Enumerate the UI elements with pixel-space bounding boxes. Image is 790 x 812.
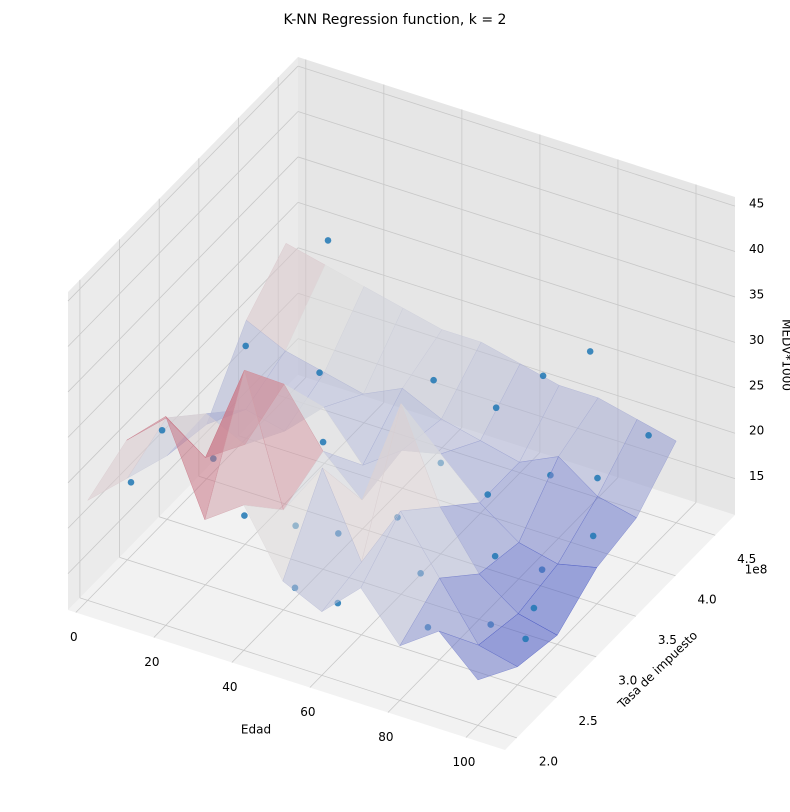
data-point xyxy=(539,372,547,380)
x-tick-label: 0 xyxy=(70,630,78,644)
z-tick-label: 30 xyxy=(749,333,764,347)
y-tick-label: 4.0 xyxy=(698,592,717,606)
grid-line xyxy=(67,247,299,484)
data-point xyxy=(589,532,597,540)
data-point xyxy=(127,479,135,486)
data-point xyxy=(241,512,248,519)
grid-line xyxy=(67,202,299,438)
data-point xyxy=(645,431,652,439)
data-point xyxy=(430,376,437,384)
z-tick-label: 25 xyxy=(749,378,764,392)
grid-line xyxy=(297,247,736,389)
chart-title: K-NN Regression function, k = 2 xyxy=(284,12,507,28)
x-tick-label: 40 xyxy=(222,680,237,694)
x-tick-label: 80 xyxy=(378,730,393,744)
y-tick-label: 3.5 xyxy=(658,633,677,647)
z-axis-label: MEDV*1000 xyxy=(780,319,790,391)
data-point xyxy=(158,426,166,434)
grid-line xyxy=(465,502,697,738)
z-tick-label: 20 xyxy=(749,424,764,438)
data-point xyxy=(522,635,529,643)
data-point xyxy=(319,438,327,446)
z-tick-label: 15 xyxy=(749,469,764,483)
y-offset-text: 1e8 xyxy=(745,563,768,577)
grid-line xyxy=(297,201,736,343)
data-point xyxy=(316,369,323,377)
x-tick-label: 100 xyxy=(453,755,476,769)
y-tick-label: 3.0 xyxy=(618,673,637,687)
data-point xyxy=(594,474,601,482)
grid-line xyxy=(67,65,299,302)
data-point xyxy=(484,491,492,498)
data-point xyxy=(586,348,594,355)
x-axis-label: Edad xyxy=(241,723,271,737)
data-point xyxy=(530,604,538,612)
y-tick-label: 2.5 xyxy=(579,714,598,728)
grid-line xyxy=(297,65,736,207)
data-point xyxy=(491,552,499,560)
data-point xyxy=(242,342,249,350)
surface-face xyxy=(438,630,519,681)
data-point xyxy=(492,404,500,412)
y-tick-label: 4.5 xyxy=(737,552,756,566)
x-tick-label: 60 xyxy=(300,705,315,719)
z-tick-label: 40 xyxy=(749,242,764,256)
z-tick-label: 45 xyxy=(749,197,764,211)
z-tick-label: 35 xyxy=(749,287,764,301)
grid-line xyxy=(67,111,299,347)
data-point xyxy=(324,237,332,244)
grid-line xyxy=(297,156,736,298)
grid-line xyxy=(297,111,736,252)
grid-line xyxy=(79,597,518,739)
x-tick-label: 20 xyxy=(144,655,159,669)
y-tick-label: 2.0 xyxy=(539,754,558,768)
grid-line xyxy=(67,156,299,393)
